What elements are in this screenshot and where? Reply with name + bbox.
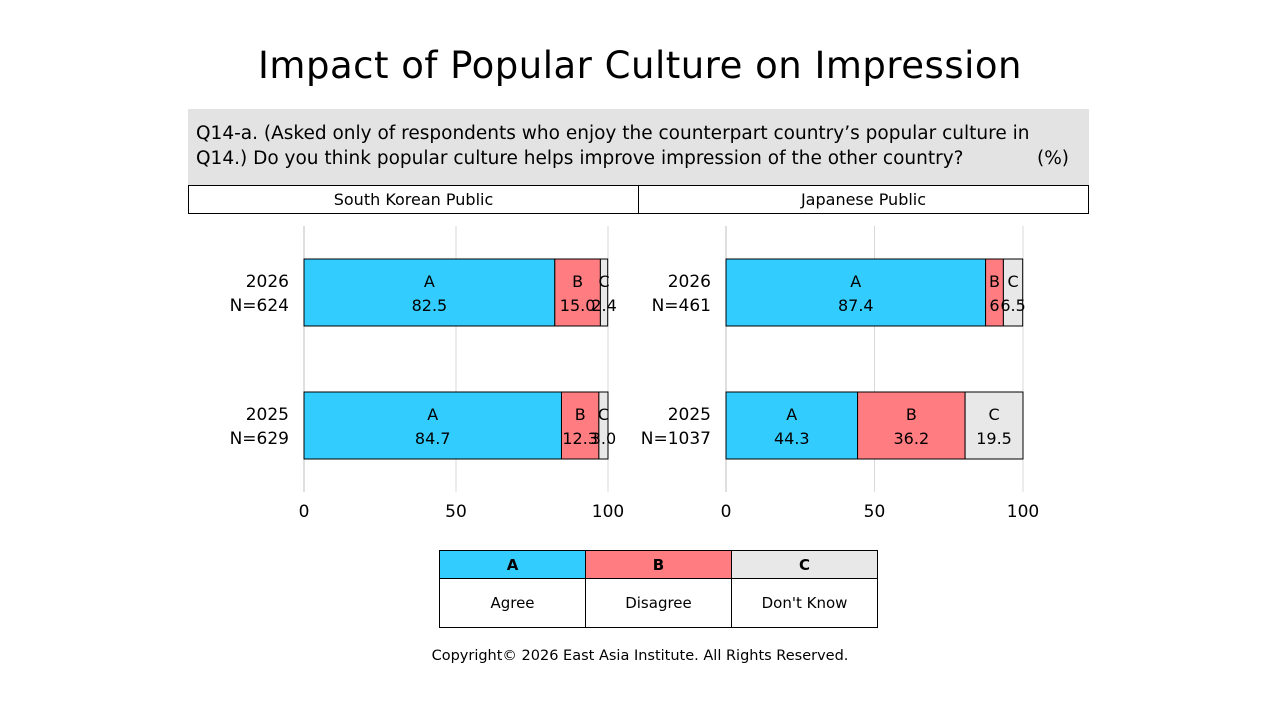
segment-name-0-0-C: C bbox=[598, 272, 609, 291]
segment-name-0-1-A: A bbox=[427, 405, 438, 424]
category-year-0-1: 2025 bbox=[246, 405, 289, 425]
legend-label-dont-know: Don't Know bbox=[731, 578, 878, 628]
category-year-1-1: 2025 bbox=[668, 405, 711, 425]
x-tick-label-0-0: 0 bbox=[299, 502, 310, 522]
x-tick-label-1-2: 100 bbox=[1007, 502, 1039, 522]
category-n-1-1: N=1037 bbox=[641, 429, 711, 449]
panel-header-south-korea: South Korean Public bbox=[188, 185, 639, 214]
bar-segment-0-0-C bbox=[599, 258, 609, 327]
segment-name-0-1-B: B bbox=[575, 405, 586, 424]
data-label-1-0-A: 87.4 bbox=[838, 296, 874, 315]
legend-table: A B C Agree Disagree Don't Know bbox=[439, 550, 878, 628]
segment-name-0-1-C: C bbox=[598, 405, 609, 424]
category-year-0-0: 2026 bbox=[246, 272, 289, 292]
data-label-0-0-B: 15.0 bbox=[560, 296, 596, 315]
category-n-0-1: N=629 bbox=[230, 429, 289, 449]
bar-segment-1-0-C bbox=[1002, 258, 1024, 327]
data-label-0-0-C: 2.4 bbox=[591, 296, 616, 315]
x-tick-label-0-1: 50 bbox=[445, 502, 467, 522]
bar-segment-1-1-C bbox=[964, 391, 1024, 460]
data-label-0-0-A: 82.5 bbox=[412, 296, 448, 315]
segment-name-1-0-A: A bbox=[850, 272, 861, 291]
data-label-1-0-C: 6.5 bbox=[1000, 296, 1025, 315]
bar-segment-1-1-B bbox=[857, 391, 966, 460]
data-label-1-0-B: 6 bbox=[989, 296, 999, 315]
segment-name-1-1-C: C bbox=[988, 405, 999, 424]
legend-code-b: B bbox=[585, 550, 732, 579]
legend-code-c: C bbox=[731, 550, 878, 579]
page-title: Impact of Popular Culture on Impression bbox=[258, 44, 1022, 87]
x-tick-label-1-0: 0 bbox=[721, 502, 732, 522]
data-label-1-1-B: 36.2 bbox=[894, 429, 930, 448]
bar-segment-0-0-A bbox=[303, 258, 556, 327]
copyright-notice: Copyright© 2026 East Asia Institute. All… bbox=[431, 648, 849, 664]
category-n-1-0: N=461 bbox=[652, 296, 711, 316]
data-label-0-1-C: 3.0 bbox=[591, 429, 616, 448]
question-line-2: Q14.) Do you think popular culture helps… bbox=[196, 148, 964, 169]
bar-segment-0-1-B bbox=[560, 391, 600, 460]
question-box: Q14-a. (Asked only of respondents who en… bbox=[188, 109, 1089, 185]
segment-name-1-1-A: A bbox=[786, 405, 797, 424]
category-year-1-0: 2026 bbox=[668, 272, 711, 292]
data-label-1-1-A: 44.3 bbox=[774, 429, 810, 448]
segment-name-0-0-A: A bbox=[424, 272, 435, 291]
data-label-0-1-B: 12.3 bbox=[562, 429, 598, 448]
segment-name-1-0-B: B bbox=[989, 272, 1000, 291]
legend-label-disagree: Disagree bbox=[585, 578, 732, 628]
bar-segment-0-1-C bbox=[598, 391, 609, 460]
segment-name-0-0-B: B bbox=[572, 272, 583, 291]
segment-name-1-0-C: C bbox=[1007, 272, 1018, 291]
bar-segment-1-0-A bbox=[725, 258, 987, 327]
legend-label-agree: Agree bbox=[439, 578, 586, 628]
legend-code-a: A bbox=[439, 550, 586, 579]
x-tick-label-0-2: 100 bbox=[592, 502, 624, 522]
question-line-1: Q14-a. (Asked only of respondents who en… bbox=[196, 123, 1030, 144]
panel-header-japan: Japanese Public bbox=[638, 185, 1089, 214]
unit-label: (%) bbox=[1036, 148, 1069, 169]
segment-name-1-1-B: B bbox=[906, 405, 917, 424]
category-n-0-0: N=624 bbox=[230, 296, 289, 316]
bar-segment-0-1-A bbox=[303, 391, 562, 460]
bar-segment-0-0-B bbox=[554, 258, 601, 327]
x-tick-label-1-1: 50 bbox=[864, 502, 886, 522]
data-label-1-1-C: 19.5 bbox=[976, 429, 1012, 448]
data-label-0-1-A: 84.7 bbox=[415, 429, 451, 448]
bar-segment-1-0-B bbox=[985, 258, 1004, 327]
bar-segment-1-1-A bbox=[725, 391, 859, 460]
